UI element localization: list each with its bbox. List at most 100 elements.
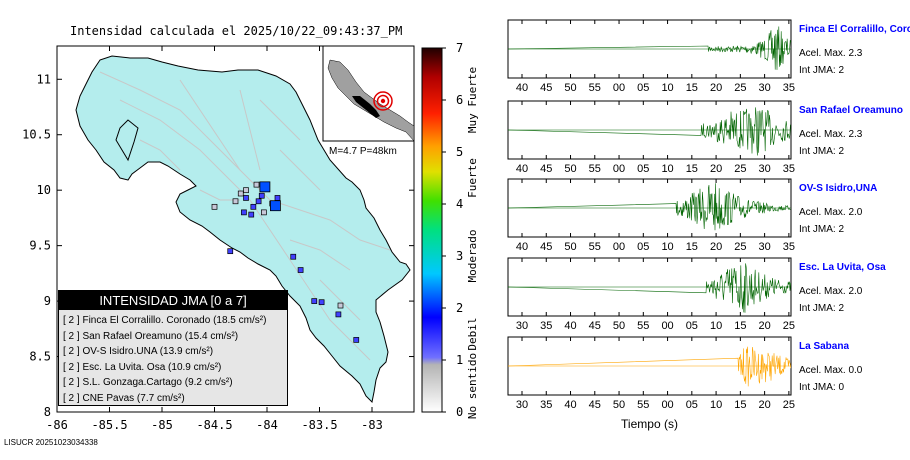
epicenter-ring-outer	[373, 91, 393, 111]
station-marker	[241, 209, 247, 216]
waveform-tick-label: 35	[540, 320, 552, 332]
station-marker	[337, 302, 344, 309]
station-marker	[255, 198, 262, 205]
map-stations	[211, 181, 360, 343]
waveform-tick-label: 20	[710, 82, 722, 94]
waveform-tick-label: 50	[564, 241, 576, 253]
waveform-tick-label: 40	[516, 82, 528, 94]
waveform-tick-label: 20	[710, 163, 722, 175]
waveform-tick-label: 15	[686, 82, 698, 94]
waveform-tick-label: 25	[734, 241, 746, 253]
legend-item-level: [ 2 ]	[63, 346, 80, 357]
station-marker	[261, 209, 267, 216]
waveform-tick-label: 30	[516, 399, 528, 411]
station-acel: Acel. Max. 2.3	[799, 129, 863, 140]
station-jma: Int JMA: 2	[799, 224, 845, 235]
waveform-tick-label: 40	[564, 399, 576, 411]
waveform-tick-label: 25	[783, 399, 795, 411]
station-name: Finca El Corralillo, Coronado	[799, 24, 910, 35]
waveform-tick-label: 15	[734, 320, 746, 332]
legend-item: [ 2 ] Esc. La Uvita. Osa (10.9 cm/s²)	[59, 360, 287, 376]
colorbar-tick-label: 6	[456, 93, 463, 107]
colorbar-tick-label: 0	[456, 405, 463, 419]
station-marker	[237, 190, 244, 197]
colorbar-ticks: 0 1 2 3 4 5 6 7	[442, 41, 463, 419]
waveform-tick-label: 50	[564, 163, 576, 175]
station-marker	[211, 203, 218, 210]
inset-caption: M=4.7 P=48km	[329, 146, 397, 157]
footer-id: LISUCR 20251023034338	[4, 438, 98, 447]
waveform-tick-label: 10	[661, 82, 673, 94]
map-xtick-label: -85	[151, 418, 173, 432]
station-acel: Acel. Max. 2.3	[799, 48, 863, 59]
waveform-tick-label: 40	[516, 163, 528, 175]
waveform-tick-label: 00	[613, 82, 625, 94]
legend-box: INTENSIDAD JMA [0 a 7] [ 2 ] Finca El Co…	[58, 290, 288, 406]
waveform-tick-label: 10	[710, 320, 722, 332]
waveform-tick-label: 10	[661, 163, 673, 175]
waveform-trace	[507, 107, 791, 156]
waveform-tick-label: 05	[686, 320, 698, 332]
station-marker-large	[259, 181, 271, 193]
waveform-panel: 40 45 50 55 00 05 10 15 20 25 30 35	[507, 178, 795, 253]
map-frame	[56, 45, 415, 413]
waveform-tick-label: 45	[540, 163, 552, 175]
station-marker	[353, 337, 360, 343]
waveform-tick-label: 45	[540, 241, 552, 253]
waveform-trace	[507, 183, 791, 231]
map-xtick-label: -83	[361, 418, 383, 432]
station-marker	[253, 181, 260, 188]
page-title: Intensidad calculada el 2025/10/22_09:43…	[70, 24, 403, 38]
waveform-tick-label: 30	[516, 320, 528, 332]
legend-title: INTENSIDAD JMA [0 a 7]	[59, 291, 287, 310]
legend-item-level: [ 2 ]	[63, 315, 80, 326]
waveform-tick-label: 40	[564, 320, 576, 332]
waveform-tick-label: 00	[613, 241, 625, 253]
legend-item-label: Finca El Corralillo. Coronado (18.5 cm/s…	[79, 315, 267, 326]
map-xtick-label: -84	[256, 418, 278, 432]
map-ytick-label: 11	[37, 72, 51, 86]
waveform-tick-label: 05	[637, 163, 649, 175]
waveform-tick-label: 30	[758, 163, 770, 175]
waveform-tick-label: 45	[589, 320, 601, 332]
waveform-tick-label: 35	[783, 82, 795, 94]
waveform-tick-label: 20	[710, 241, 722, 253]
waveform-trace	[507, 26, 792, 70]
station-acel: Acel. Max. 2.0	[799, 286, 863, 297]
colorbar-category: Moderado	[466, 230, 479, 283]
legend-item-level: [ 2 ]	[63, 330, 80, 342]
colorbar-tick-label: 4	[456, 197, 463, 211]
legend-item: [ 2 ] OV-S Isidro.UNA (13.9 cm/s²)	[59, 344, 287, 360]
colorbar-category: No sentido	[466, 353, 479, 419]
station-marker	[258, 192, 265, 199]
colorbar	[421, 47, 443, 413]
station-marker	[232, 198, 239, 205]
nicoya-peninsula	[115, 119, 139, 162]
colorbar-tick-label: 7	[456, 41, 463, 55]
waveform-tick-label: 05	[686, 399, 698, 411]
waveform-panel: 30 35 40 45 50 55 00 05 10 15 20 25	[507, 336, 795, 411]
station-name: OV-S Isidro,UNA	[799, 183, 878, 194]
station-marker	[250, 203, 257, 210]
station-name: Esc. La Uvita, Osa	[799, 262, 886, 273]
waveform-tick-label: 00	[661, 320, 673, 332]
station-acel: Acel. Max. 2.0	[799, 207, 863, 218]
waveform-tick-label: 30	[758, 82, 770, 94]
legend-item-label: OV-S Isidro.UNA (13.9 cm/s²)	[79, 346, 214, 357]
map-ytick-label: 10.5	[22, 128, 51, 142]
waveform-tick-label: 05	[637, 241, 649, 253]
legend-item-level: [ 2 ]	[63, 377, 80, 388]
waveform-tick-label: 50	[613, 399, 625, 411]
waveform-tick-label: 20	[758, 320, 770, 332]
waveform-tick-label: 45	[540, 82, 552, 94]
waveform-tick-label: 00	[661, 399, 673, 411]
colorbar-tick-label: 2	[456, 301, 463, 315]
waveform-panel: 30 35 40 45 50 55 00 05 10 15 20 25	[507, 257, 795, 332]
waveform-tick-label: 15	[734, 399, 746, 411]
waveform-tick-label: 15	[686, 241, 698, 253]
waveform-tick-label: 55	[637, 399, 649, 411]
legend-item-label: CNE Pavas (7.7 cm/s²)	[79, 392, 185, 404]
colorbar-category: Fuerte	[466, 158, 479, 198]
waveform-panel: 40 45 50 55 00 05 10 15 20 25 30 35	[507, 100, 795, 175]
waveform-tick-label: 25	[734, 82, 746, 94]
